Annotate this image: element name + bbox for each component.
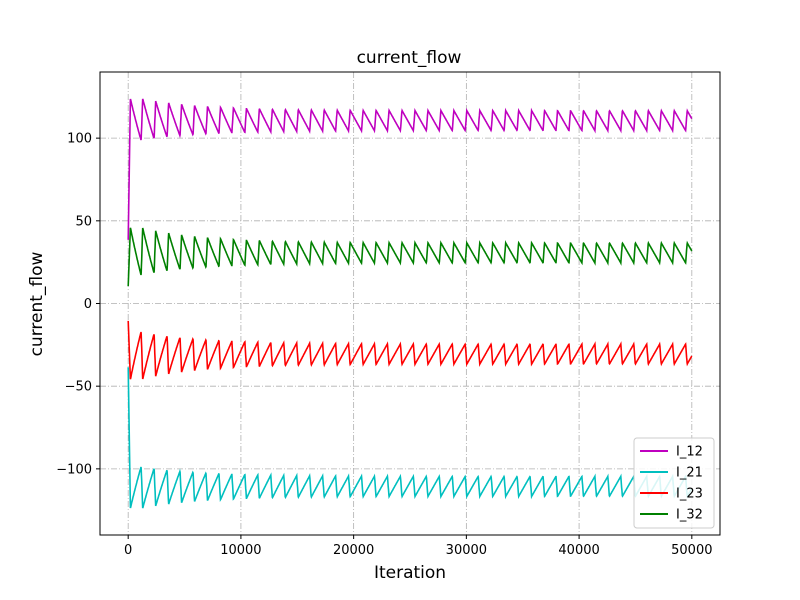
series-lines xyxy=(127,98,693,509)
x-tick-label: 30000 xyxy=(446,543,487,558)
series-line-i23 xyxy=(127,320,693,380)
grid-lines xyxy=(100,72,720,535)
x-axis-label: Iteration xyxy=(374,563,446,583)
series-line-i12 xyxy=(127,98,693,240)
y-tick-label: −100 xyxy=(56,462,92,477)
x-tick-label: 50000 xyxy=(671,543,712,558)
legend-label: I_23 xyxy=(676,487,703,502)
y-tick-label: −50 xyxy=(65,380,92,395)
legend-label: I_21 xyxy=(676,466,703,481)
legend-label: I_12 xyxy=(676,445,703,460)
chart-title: current_flow xyxy=(357,48,462,68)
y-tick-label: 100 xyxy=(67,132,92,147)
axis-ticks: 0 10000 20000 30000 40000 50000 −100 −50 0 50 100 xyxy=(56,132,712,558)
legend-box xyxy=(633,437,715,529)
x-tick-label: 40000 xyxy=(558,543,599,558)
legend-label: I_32 xyxy=(676,508,703,523)
x-tick-label: 0 xyxy=(124,543,132,558)
series-line-i21 xyxy=(127,367,693,509)
y-tick-label: 50 xyxy=(75,214,92,229)
y-axis-label: current_flow xyxy=(27,251,47,356)
legend: I_12 I_21 I_23 I_32 xyxy=(633,437,715,529)
y-tick-label: 0 xyxy=(84,297,92,312)
x-tick-label: 20000 xyxy=(333,543,374,558)
series-line-i32 xyxy=(127,227,693,287)
x-tick-label: 10000 xyxy=(220,543,261,558)
